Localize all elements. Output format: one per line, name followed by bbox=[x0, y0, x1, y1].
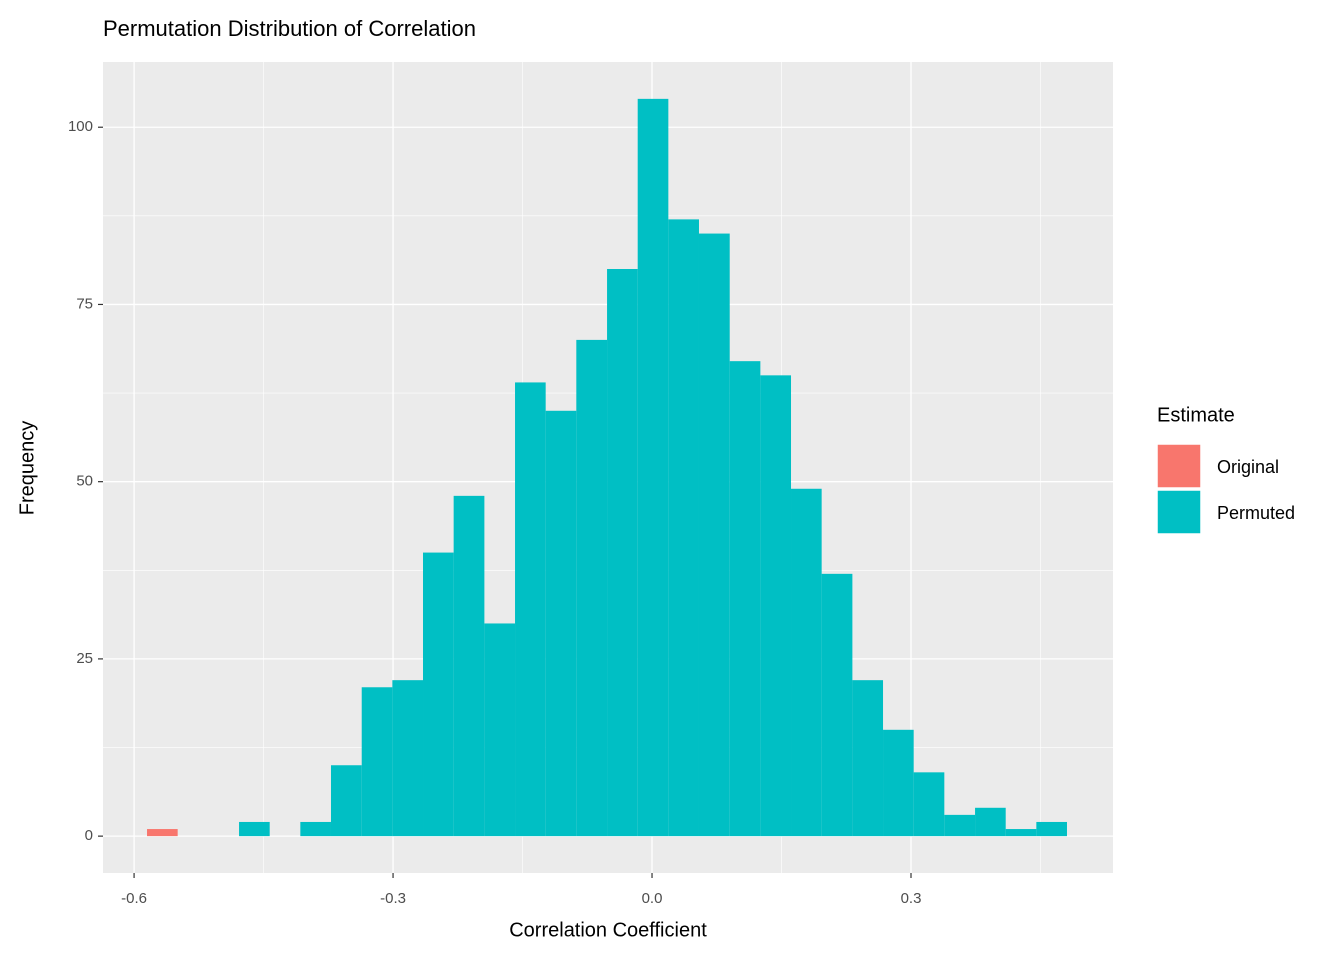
legend-label: Original bbox=[1217, 457, 1279, 477]
bar bbox=[729, 361, 761, 837]
bar bbox=[852, 680, 884, 837]
bar bbox=[545, 410, 577, 837]
bar bbox=[913, 772, 945, 837]
chart-title: Permutation Distribution of Correlation bbox=[103, 16, 476, 41]
y-axis-label: Frequency bbox=[16, 421, 38, 516]
y-tick-label: 0 bbox=[85, 827, 93, 844]
bar bbox=[698, 233, 730, 837]
bar bbox=[1005, 829, 1037, 837]
bar bbox=[668, 219, 699, 837]
bar bbox=[975, 807, 1006, 837]
bar bbox=[484, 623, 516, 837]
bar bbox=[453, 495, 485, 837]
bar bbox=[944, 814, 976, 837]
legend-label: Permuted bbox=[1217, 503, 1295, 523]
x-tick-label: -0.6 bbox=[121, 890, 147, 907]
x-tick-label: 0.3 bbox=[901, 890, 922, 907]
bar bbox=[576, 339, 608, 837]
bar bbox=[760, 375, 792, 837]
bar bbox=[239, 821, 270, 837]
x-tick-label: 0.0 bbox=[642, 890, 663, 907]
bar bbox=[300, 821, 331, 837]
legend-title: Estimate bbox=[1157, 404, 1235, 426]
legend-key bbox=[1156, 489, 1202, 535]
y-tick-label: 75 bbox=[76, 295, 93, 312]
bar bbox=[607, 269, 638, 837]
legend-key bbox=[1156, 443, 1202, 489]
bar bbox=[330, 765, 362, 837]
bar bbox=[392, 680, 424, 837]
bar bbox=[361, 687, 393, 837]
y-tick-label: 25 bbox=[76, 650, 93, 667]
bar bbox=[1036, 821, 1067, 837]
bar bbox=[637, 98, 669, 837]
bar bbox=[147, 829, 178, 837]
bar bbox=[821, 573, 853, 837]
x-tick-label: -0.3 bbox=[380, 890, 406, 907]
bar bbox=[791, 488, 822, 837]
x-axis-label: Correlation Coefficient bbox=[509, 919, 707, 941]
bar bbox=[515, 382, 546, 837]
bar bbox=[883, 729, 914, 837]
y-tick-label: 100 bbox=[68, 118, 93, 135]
bar bbox=[423, 552, 454, 837]
y-tick-label: 50 bbox=[76, 473, 93, 490]
